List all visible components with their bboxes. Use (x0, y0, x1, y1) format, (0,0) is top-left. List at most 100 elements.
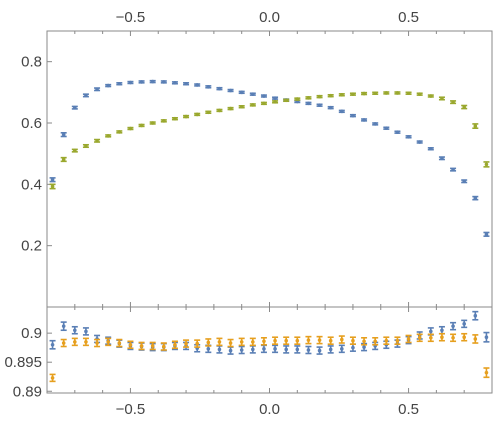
marker (228, 88, 233, 93)
marker (106, 83, 110, 88)
bottom-data-point (94, 338, 101, 348)
top-data-point (349, 92, 356, 96)
bottom-data-point (361, 336, 368, 346)
marker (273, 338, 277, 343)
marker (84, 340, 88, 344)
marker (373, 91, 377, 96)
top-data-point (427, 94, 434, 98)
top-data-point (94, 138, 101, 143)
bottom-y-tick-label: 0.895 (4, 354, 42, 371)
top-data-point (372, 91, 379, 96)
marker (429, 94, 433, 98)
marker (406, 337, 411, 341)
top-data-point (249, 92, 256, 96)
marker (351, 113, 355, 118)
marker (251, 92, 255, 96)
bottom-data-point (205, 338, 212, 347)
bottom-data-point (316, 335, 323, 345)
marker (184, 114, 188, 119)
marker (295, 97, 300, 101)
marker (239, 348, 244, 352)
marker (139, 80, 144, 84)
bottom-series-0 (49, 310, 490, 355)
top-y-tick-label: 0.4 (21, 176, 42, 193)
bottom-data-point (472, 310, 479, 321)
top-data-point (394, 130, 401, 134)
top-data-point (138, 80, 145, 84)
bottom-data-point (60, 338, 67, 348)
bottom-data-point (216, 345, 223, 354)
marker (273, 96, 277, 100)
bottom-panel: −0.5 0.0 0.5 0.89 0.895 0.9 (4, 306, 493, 418)
marker (206, 85, 211, 89)
marker (217, 347, 222, 352)
marker (84, 144, 88, 148)
top-data-point (383, 126, 390, 131)
top-data-point (450, 100, 457, 105)
top-data-point (149, 79, 156, 84)
marker (473, 313, 478, 318)
marker (195, 112, 199, 117)
marker (251, 347, 255, 352)
marker (262, 101, 266, 106)
bottom-data-point (60, 321, 67, 332)
bottom-data-point (283, 345, 290, 354)
top-data-point (394, 91, 401, 95)
marker (150, 121, 155, 125)
top-data-point (383, 91, 390, 95)
top-data-point (416, 92, 423, 96)
marker (173, 116, 177, 121)
top-data-point (205, 85, 212, 89)
marker (262, 94, 266, 98)
marker (73, 105, 77, 110)
top-data-point (105, 83, 112, 88)
marker (139, 123, 144, 128)
top-data-point (438, 156, 445, 161)
top-data-point (127, 126, 134, 131)
top-panel-ticks (47, 31, 465, 307)
bottom-data-point (272, 336, 279, 345)
top-data-point (294, 97, 301, 101)
marker (462, 179, 466, 184)
top-data-point (327, 105, 334, 110)
top-data-point (272, 96, 279, 100)
marker (473, 337, 478, 341)
marker (162, 80, 166, 84)
bottom-data-point (183, 339, 190, 348)
marker (362, 345, 366, 349)
top-data-point (71, 105, 78, 110)
top-data-point (149, 121, 156, 125)
marker (306, 348, 311, 352)
bottom-data-point (327, 345, 334, 354)
marker (50, 177, 55, 182)
top-data-point (372, 122, 379, 126)
bottom-series-1 (49, 332, 490, 383)
marker (162, 344, 166, 349)
marker (295, 338, 300, 343)
marker (373, 339, 377, 344)
top-data-point (82, 143, 89, 149)
top-data-point (349, 113, 356, 118)
bottom-data-point (427, 333, 434, 343)
top-data-point (472, 195, 479, 201)
top-data-point (238, 104, 245, 109)
marker (206, 340, 211, 345)
marker (440, 335, 444, 340)
top-data-point (82, 93, 89, 98)
top-data-point (260, 94, 267, 98)
top-data-point (71, 148, 78, 153)
marker (273, 100, 277, 104)
marker (351, 338, 355, 343)
top-data-point (49, 177, 56, 183)
top-data-point (60, 132, 67, 138)
marker (206, 347, 211, 351)
marker (451, 324, 455, 328)
marker (217, 340, 222, 344)
bottom-data-point (472, 334, 479, 344)
bottom-data-point (349, 343, 356, 352)
top-data-point (338, 109, 345, 114)
top-data-point (461, 104, 468, 110)
top-data-point (238, 90, 245, 95)
marker (106, 134, 110, 138)
top-data-point (305, 96, 312, 100)
